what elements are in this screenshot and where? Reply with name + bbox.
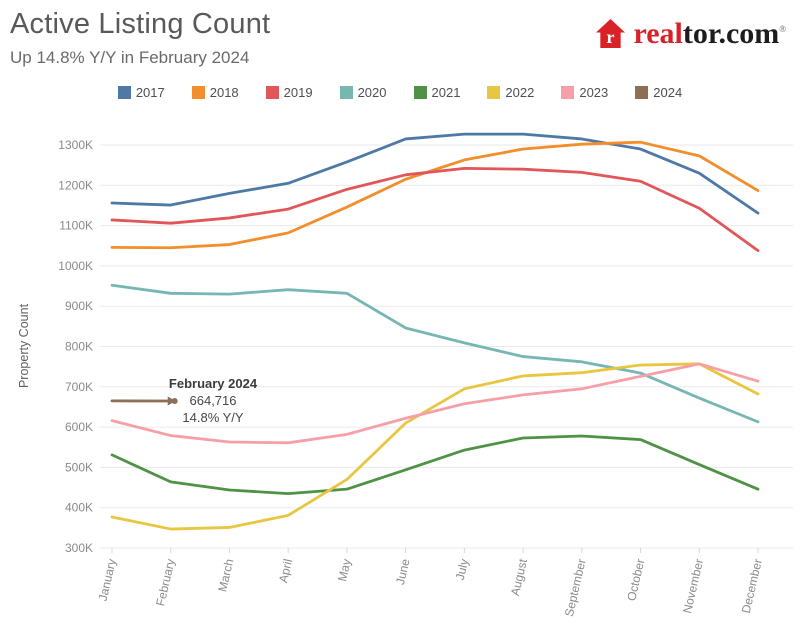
series-line-2019[interactable] <box>110 166 760 252</box>
brand-wordmark: realtor.com® <box>633 16 786 50</box>
y-tick-label: 400K <box>65 501 93 515</box>
x-tick-label-september: September <box>562 558 589 618</box>
chart-header: Active Listing Count Up 14.8% Y/Y in Feb… <box>10 8 790 68</box>
series-line-2021[interactable] <box>110 434 760 495</box>
legend-label: 2021 <box>431 85 461 100</box>
series-line-2017[interactable] <box>110 132 760 215</box>
legend-item-2017[interactable]: 2017 <box>117 85 165 100</box>
annotation-endpoint-dot <box>171 398 178 405</box>
legend-swatch-2019 <box>265 86 279 99</box>
legend-label: 2019 <box>283 85 313 100</box>
y-axis-title: Property Count <box>17 303 31 388</box>
y-tick-label: 1000K <box>58 259 93 273</box>
legend-swatch-2021 <box>413 86 427 99</box>
y-tick-label: 800K <box>65 340 93 354</box>
legend-item-2023[interactable]: 2023 <box>561 85 608 100</box>
annotation-title: February 2024 <box>169 376 258 391</box>
legend-label: 2023 <box>579 85 609 100</box>
y-tick-label: 600K <box>65 420 93 434</box>
realtor-house-icon: r <box>596 18 626 49</box>
page-title: Active Listing Count <box>10 8 271 40</box>
x-tick-label-august: August <box>508 557 530 597</box>
registered-mark: ® <box>779 23 786 34</box>
legend-label: 2020 <box>357 85 387 100</box>
legend-swatch-2017 <box>117 86 131 99</box>
realtor-logo: r realtor.com® <box>595 18 786 49</box>
legend-swatch-2020 <box>339 86 353 99</box>
series-line-2022[interactable] <box>110 362 760 531</box>
legend-item-2021[interactable]: 2021 <box>413 85 461 100</box>
annotation-yoy: 14.8% Y/Y <box>182 410 244 425</box>
legend-item-2019[interactable]: 2019 <box>265 85 313 100</box>
x-tick-label-july: July <box>453 558 471 582</box>
x-tick-label-february: February <box>153 558 177 608</box>
legend-item-2018[interactable]: 2018 <box>191 85 239 100</box>
y-tick-label: 900K <box>65 299 93 313</box>
brand-real: real <box>633 16 683 50</box>
legend-item-2020[interactable]: 2020 <box>339 85 387 100</box>
brand-torcom: tor.com <box>682 16 780 50</box>
x-tick-label-january: January <box>96 558 119 603</box>
legend-label: 2022 <box>505 85 535 100</box>
chart-legend: 2017 2018 2019 2020 2021 2022 2023 2024 <box>0 85 800 100</box>
series-line-2020[interactable] <box>110 283 760 424</box>
series-line-2018[interactable] <box>110 140 760 250</box>
x-tick-label-march: March <box>215 558 236 594</box>
legend-swatch-2018 <box>191 86 205 99</box>
legend-swatch-2024 <box>635 86 649 99</box>
x-tick-label-may: May <box>335 558 354 583</box>
y-tick-label: 1200K <box>58 178 93 192</box>
series-line-2023[interactable] <box>110 362 760 445</box>
legend-label: 2024 <box>653 85 683 100</box>
legend-swatch-2023 <box>561 86 575 99</box>
svg-text:r: r <box>607 27 615 47</box>
x-tick-label-december: December <box>739 558 765 615</box>
legend-label: 2018 <box>209 85 239 100</box>
x-tick-label-june: June <box>393 557 413 586</box>
x-tick-label-october: October <box>624 558 647 603</box>
x-tick-label-april: April <box>276 558 295 585</box>
annotation-value: 664,716 <box>190 393 237 408</box>
legend-swatch-2022 <box>487 86 501 99</box>
y-tick-label: 300K <box>65 541 93 555</box>
x-tick-label-november: November <box>680 558 706 615</box>
y-tick-label: 1300K <box>58 138 93 152</box>
legend-label: 2017 <box>135 85 165 100</box>
legend-item-2024[interactable]: 2024 <box>635 85 682 100</box>
y-tick-label: 700K <box>65 380 93 394</box>
page-subtitle: Up 14.8% Y/Y in February 2024 <box>10 48 250 67</box>
y-tick-label: 500K <box>65 460 93 474</box>
legend-item-2022[interactable]: 2022 <box>487 85 534 100</box>
y-tick-label: 1100K <box>59 219 93 233</box>
